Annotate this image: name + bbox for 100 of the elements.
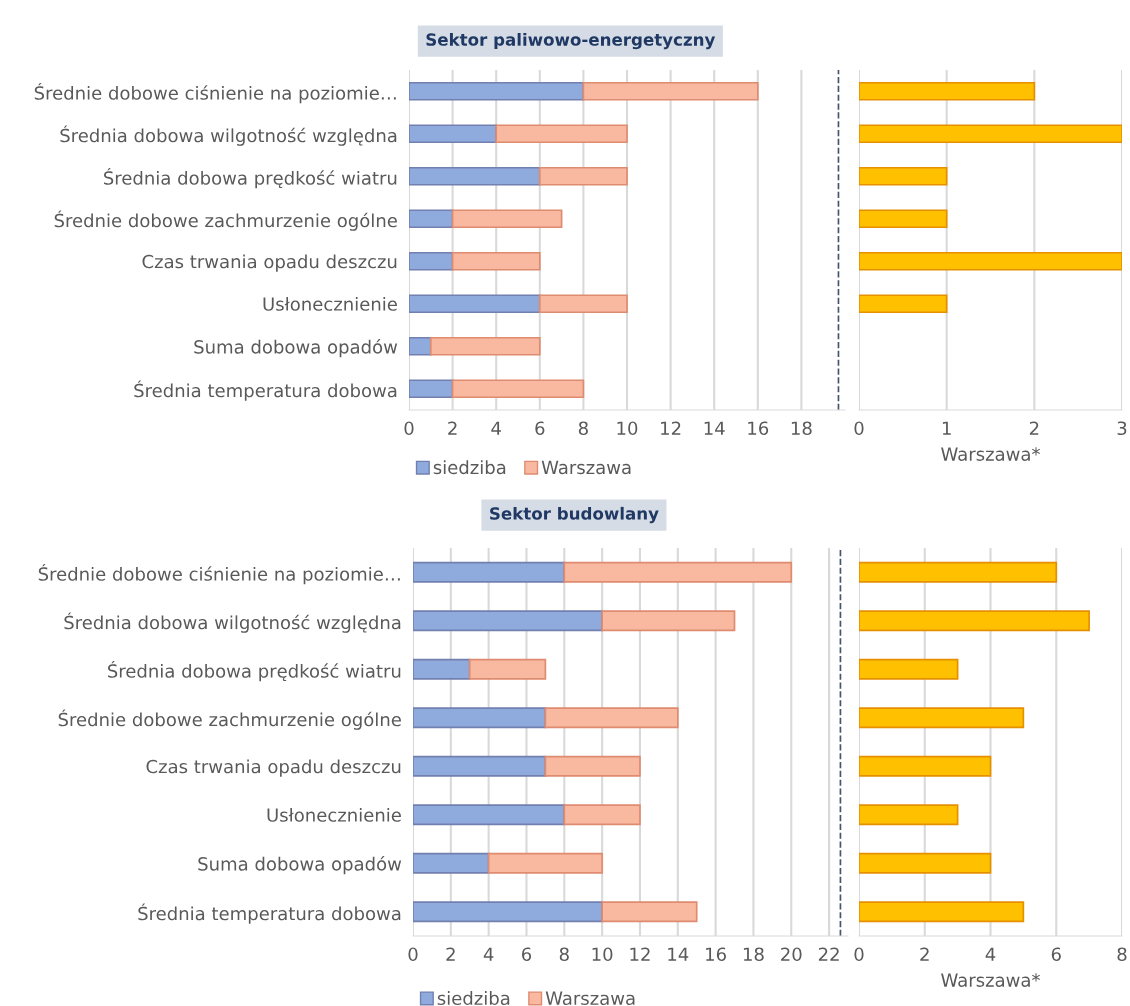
x-tick-label: 1 bbox=[942, 421, 951, 435]
bar bbox=[538, 166, 628, 186]
x-tick-label: 18 bbox=[743, 947, 764, 962]
bar bbox=[859, 209, 948, 229]
bar bbox=[413, 707, 547, 729]
bar bbox=[451, 379, 585, 399]
y-tick-label: Średnie dobowe ciśnienie na poziomie… bbox=[38, 563, 400, 585]
x-tick-label: 14 bbox=[704, 421, 725, 435]
y-tick-label: Średnia temperatura dobowa bbox=[134, 380, 397, 401]
legend-label: siedziba bbox=[437, 991, 510, 1006]
x-tick-label: 8 bbox=[1117, 947, 1127, 962]
x-tick-label: 18 bbox=[791, 421, 812, 436]
y-tick-label: Usłonecznienie bbox=[267, 807, 401, 822]
x-tick-label: 12 bbox=[661, 421, 681, 435]
x-tick-label: 8 bbox=[559, 947, 569, 962]
x-tick-label: 3 bbox=[1117, 421, 1127, 436]
bar bbox=[859, 707, 1025, 729]
bar bbox=[409, 81, 585, 101]
y-tick-label: Średnia temperatura dobowa bbox=[138, 903, 401, 924]
bar bbox=[859, 294, 948, 314]
legend-label: siedziba bbox=[433, 460, 506, 475]
x-tick-label: 2 bbox=[1029, 421, 1039, 435]
bar bbox=[451, 209, 563, 229]
bar bbox=[429, 336, 541, 356]
bar bbox=[409, 166, 541, 186]
bar bbox=[538, 294, 628, 314]
y-tick-label: Średnia dobowa prędkość wiatru bbox=[104, 167, 397, 189]
y-tick-label: Czas trwania opadu deszczu bbox=[142, 254, 397, 272]
bar bbox=[487, 852, 603, 874]
bar bbox=[859, 852, 992, 874]
x-tick-label: 6 bbox=[535, 421, 545, 436]
x-tick-label: 14 bbox=[668, 947, 689, 961]
legend-label: Warszawa bbox=[541, 460, 631, 475]
bar bbox=[859, 610, 1090, 632]
y-tick-label: Średnie dobowe zachmurzenie ogólne bbox=[54, 210, 397, 231]
chart-title: Sektor paliwowo-energetyczny bbox=[426, 32, 716, 50]
x-tick-label: 0 bbox=[854, 421, 864, 436]
x-axis-title: Warszawa* bbox=[941, 973, 1040, 987]
x-tick-label: 6 bbox=[522, 947, 532, 962]
x-axis-title: Warszawa* bbox=[941, 447, 1040, 461]
x-tick-label: 10 bbox=[592, 947, 613, 962]
bar bbox=[413, 561, 566, 583]
x-tick-label: 20 bbox=[781, 947, 802, 962]
bar bbox=[563, 561, 793, 583]
bar bbox=[601, 901, 698, 923]
x-tick-label: 4 bbox=[985, 947, 996, 961]
bar bbox=[468, 658, 547, 680]
bar bbox=[451, 251, 541, 271]
bar bbox=[859, 561, 1058, 583]
bar bbox=[859, 166, 948, 186]
x-tick-label: 0 bbox=[404, 421, 414, 436]
bar bbox=[409, 251, 454, 271]
legend-label: Warszawa bbox=[545, 991, 635, 1006]
bar bbox=[413, 804, 566, 826]
x-tick-label: 0 bbox=[408, 947, 418, 962]
bar bbox=[859, 124, 1122, 144]
y-tick-label: Średnie dobowe zachmurzenie ogólne bbox=[58, 709, 401, 730]
x-tick-label: 4 bbox=[483, 947, 494, 961]
bar bbox=[413, 852, 490, 874]
bar bbox=[495, 124, 628, 144]
bar bbox=[544, 755, 641, 777]
x-tick-label: 22 bbox=[818, 947, 839, 961]
y-tick-label: Średnie dobowe ciśnienie na poziomie… bbox=[34, 82, 396, 104]
y-tick-label: Czas trwania opadu deszczu bbox=[146, 759, 401, 777]
y-tick-label: Suma dobowa opadów bbox=[194, 339, 398, 358]
bar bbox=[413, 610, 603, 632]
bar bbox=[582, 81, 759, 101]
x-tick-label: 8 bbox=[578, 421, 588, 436]
x-tick-label: 16 bbox=[748, 421, 769, 436]
y-tick-label: Średnia dobowa wilgotność względna bbox=[60, 125, 397, 146]
bar bbox=[859, 251, 1122, 271]
bar bbox=[413, 901, 603, 923]
x-tick-label: 0 bbox=[854, 947, 864, 962]
bar bbox=[859, 658, 959, 680]
bar bbox=[859, 901, 1025, 923]
bar bbox=[601, 610, 736, 632]
x-tick-label: 2 bbox=[920, 947, 929, 961]
bar bbox=[409, 379, 454, 399]
bar bbox=[413, 658, 471, 680]
bar bbox=[409, 336, 432, 356]
y-tick-label: Usłonecznienie bbox=[263, 296, 397, 311]
bar bbox=[859, 81, 1036, 101]
x-tick-label: 12 bbox=[630, 947, 650, 961]
y-tick-label: Średnia dobowa wilgotność względna bbox=[64, 612, 401, 633]
chart-title: Sektor budowlany bbox=[490, 506, 659, 524]
bar bbox=[859, 755, 992, 777]
bar bbox=[409, 124, 498, 144]
bar bbox=[563, 804, 641, 826]
x-tick-label: 10 bbox=[617, 421, 638, 436]
bar bbox=[544, 707, 679, 729]
bar bbox=[413, 755, 547, 777]
x-tick-label: 4 bbox=[491, 421, 501, 435]
bar bbox=[859, 804, 959, 826]
x-tick-label: 16 bbox=[706, 947, 726, 962]
x-tick-label: 2 bbox=[446, 947, 455, 961]
bar bbox=[409, 294, 541, 314]
y-tick-label: Suma dobowa opadów bbox=[198, 856, 402, 875]
x-tick-label: 2 bbox=[448, 421, 457, 435]
bar bbox=[409, 209, 454, 229]
x-tick-label: 6 bbox=[1051, 947, 1061, 962]
